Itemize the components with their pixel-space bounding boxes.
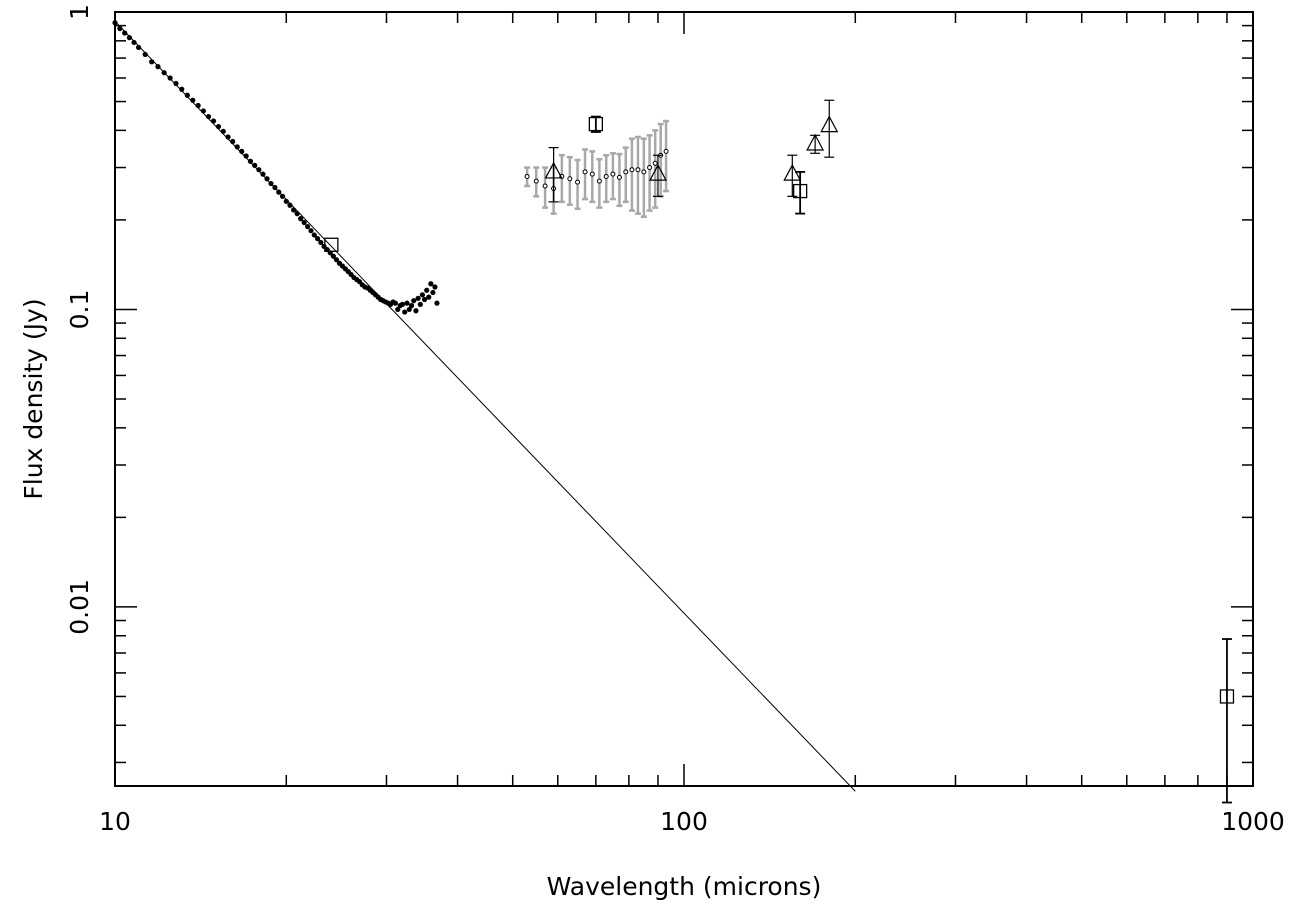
data-point xyxy=(260,171,266,177)
data-point xyxy=(318,239,324,246)
data-point xyxy=(533,178,539,184)
data-point xyxy=(142,51,148,58)
data-point xyxy=(596,178,602,184)
data-point xyxy=(122,30,128,36)
y-tick-label: 0.01 xyxy=(65,579,94,635)
data-point xyxy=(629,167,635,173)
data-point xyxy=(283,198,289,204)
x-tick-label: 10 xyxy=(99,807,131,836)
data-point xyxy=(247,158,254,164)
model-line xyxy=(114,21,856,792)
data-point xyxy=(542,183,548,189)
square-marker xyxy=(792,183,808,199)
data-point xyxy=(426,294,432,300)
data-point xyxy=(417,301,423,307)
data-point xyxy=(304,223,311,230)
data-point xyxy=(126,35,132,41)
data-point xyxy=(404,300,410,306)
data-point xyxy=(524,173,530,179)
data-point xyxy=(411,298,417,304)
triangle-marker xyxy=(820,115,839,133)
square-marker xyxy=(324,237,339,252)
square-marker xyxy=(588,116,604,132)
data-point xyxy=(210,118,217,124)
data-point xyxy=(308,228,314,234)
data-point xyxy=(239,148,245,154)
triangle-marker xyxy=(648,163,667,181)
data-point xyxy=(582,169,588,175)
triangle-marker xyxy=(544,161,563,179)
square-marker xyxy=(1219,689,1235,704)
data-point xyxy=(256,167,262,173)
data-point xyxy=(333,257,340,263)
data-point xyxy=(311,232,317,238)
data-point xyxy=(419,292,426,298)
data-point xyxy=(131,39,137,46)
data-point xyxy=(652,160,658,166)
data-point xyxy=(399,301,406,307)
data-point xyxy=(392,300,398,306)
data-point xyxy=(294,211,300,217)
data-point xyxy=(603,173,609,179)
data-point xyxy=(179,86,185,92)
data-point xyxy=(406,306,412,313)
data-point xyxy=(623,169,629,175)
data-point xyxy=(173,80,179,87)
data-point xyxy=(663,148,669,154)
data-point xyxy=(243,153,249,159)
data-point xyxy=(430,289,436,296)
data-point xyxy=(330,253,336,259)
data-point xyxy=(413,308,419,314)
data-point xyxy=(234,144,240,150)
data-point xyxy=(575,179,581,185)
data-point xyxy=(112,20,118,26)
y-axis-label: Flux density (Jy) xyxy=(19,298,48,499)
x-axis-label: Wavelength (microns) xyxy=(547,872,822,901)
y-tick-label: 1 xyxy=(65,4,94,20)
data-point xyxy=(610,171,616,177)
x-tick-label: 100 xyxy=(660,807,708,836)
data-point xyxy=(314,236,321,242)
data-point xyxy=(408,303,415,309)
x-tick-label: 1000 xyxy=(1221,807,1285,836)
data-point xyxy=(395,306,401,313)
data-point xyxy=(641,169,647,175)
data-point xyxy=(184,92,190,98)
data-point xyxy=(647,165,653,171)
data-point xyxy=(402,309,408,315)
data-point xyxy=(432,284,438,290)
data-point xyxy=(616,174,622,180)
axes: 10 100 1000 1 0.1 0.01 xyxy=(65,4,1285,836)
data-point xyxy=(252,162,258,168)
data-point xyxy=(635,167,641,173)
data-point xyxy=(428,281,434,287)
data-point xyxy=(301,219,307,226)
data-point xyxy=(589,171,595,177)
data-point xyxy=(135,44,142,51)
data-point xyxy=(434,300,440,306)
data-point xyxy=(298,216,304,222)
plot-frame xyxy=(114,11,1254,787)
data-point xyxy=(424,287,430,293)
data-point xyxy=(421,296,428,303)
data-point xyxy=(567,176,573,182)
triangle-marker xyxy=(806,133,825,151)
data-point xyxy=(415,295,421,301)
data-point xyxy=(220,128,226,134)
y-tick-label: 0.1 xyxy=(65,290,94,330)
plot-area xyxy=(112,20,1235,804)
